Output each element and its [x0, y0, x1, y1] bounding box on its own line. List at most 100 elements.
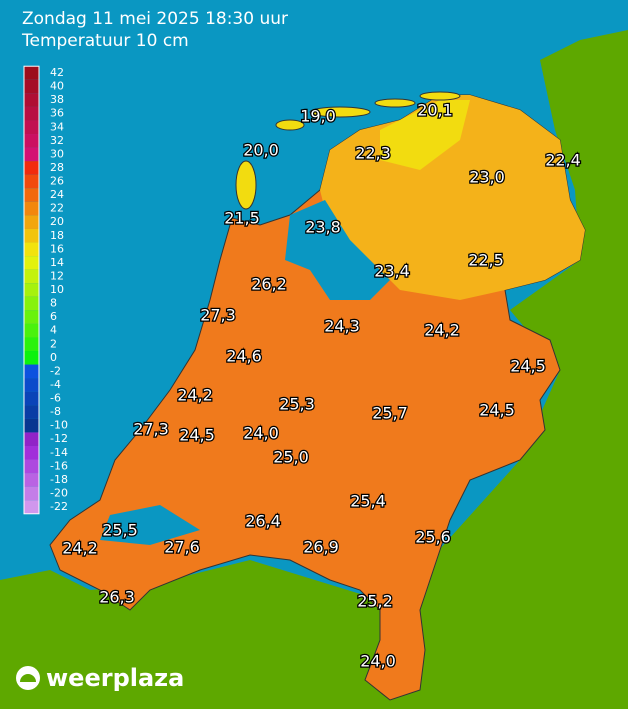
title: Zondag 11 mei 2025 18:30 uur — [22, 9, 288, 29]
legend-swatch — [24, 134, 39, 148]
island — [309, 106, 371, 118]
legend-swatch — [24, 242, 39, 257]
legend-swatch — [24, 215, 39, 229]
legend-label: 8 — [50, 297, 57, 310]
legend-swatch — [24, 473, 39, 487]
legend-swatch — [24, 500, 39, 514]
station-value: 20,0 — [243, 141, 279, 160]
station-value: 26,2 — [251, 275, 287, 294]
station-value: 27,3 — [133, 420, 169, 439]
station-value: 25,7 — [372, 404, 408, 423]
legend-label: 10 — [50, 283, 64, 296]
legend-label: 20 — [50, 215, 64, 228]
island — [275, 119, 305, 131]
station-value: 26,4 — [245, 512, 281, 531]
legend-swatch — [24, 432, 39, 446]
station-value: 22,4 — [545, 151, 581, 170]
legend-label: 18 — [50, 229, 64, 242]
legend-label: -16 — [50, 459, 68, 472]
legend-border — [23, 65, 40, 515]
legend-label: 26 — [50, 175, 64, 188]
station-value: 27,3 — [200, 306, 236, 325]
legend-label: 4 — [50, 324, 57, 337]
legend-swatch — [24, 391, 39, 406]
station-value: 25,4 — [350, 492, 386, 511]
legend-label: -8 — [50, 405, 61, 418]
island — [419, 91, 461, 101]
brand: weerplaza — [46, 664, 184, 692]
legend-swatch — [24, 93, 39, 107]
station-value: 24,2 — [177, 386, 213, 405]
station-value: 24,2 — [62, 539, 98, 558]
subtitle: Temperatuur 10 cm — [21, 31, 189, 51]
legend-label: -2 — [50, 364, 61, 377]
legend-label: 36 — [50, 107, 64, 120]
station-value: 26,3 — [99, 588, 135, 607]
legend-label: -12 — [50, 432, 68, 445]
legend-label: -4 — [50, 378, 61, 391]
legend-swatch — [24, 269, 39, 284]
station-value: 24,5 — [510, 357, 546, 376]
legend-swatch — [24, 79, 39, 94]
legend-swatch — [24, 351, 39, 365]
legend-label: 28 — [50, 161, 64, 174]
legend-label: -20 — [50, 486, 68, 499]
cool-zone — [380, 100, 470, 170]
legend-label: -6 — [50, 392, 61, 405]
island — [235, 160, 257, 210]
station-value: 24,2 — [424, 321, 460, 340]
station-labels: 19,0 20,1 20,0 22,3 22,4 23,0 21,5 23,8 23,4 22,5… — [61, 99, 582, 672]
legend-label: 16 — [50, 242, 64, 255]
legend-swatch — [24, 228, 39, 243]
station-value: 22,3 — [355, 144, 391, 163]
station-value: 26,9 — [303, 538, 339, 557]
legend-swatch — [24, 445, 39, 460]
station-value: 24,0 — [360, 652, 396, 671]
legend-swatch — [24, 283, 39, 297]
station-value: 23,4 — [374, 262, 410, 281]
legend-label: 24 — [50, 188, 64, 201]
legend-swatch — [24, 310, 39, 324]
legend-label: 12 — [50, 269, 64, 282]
legend-swatch — [24, 106, 39, 121]
legend-swatch — [24, 66, 39, 80]
legend-label: -10 — [50, 419, 68, 432]
station-value: 27,6 — [164, 538, 200, 557]
station-value: 24,5 — [479, 401, 515, 420]
legend-swatch — [24, 323, 39, 338]
station-value: 24,3 — [324, 317, 360, 336]
legend-label: 14 — [50, 256, 64, 269]
station-value: 24,6 — [226, 347, 262, 366]
legend-label: -22 — [50, 500, 68, 513]
station-value: 25,0 — [273, 448, 309, 467]
legend-swatch — [24, 188, 39, 202]
legend-swatch — [24, 256, 39, 270]
legend-label: 22 — [50, 202, 64, 215]
legend-label: -14 — [50, 446, 68, 459]
legend-swatch — [24, 405, 39, 419]
legend: 424038363432302826242220181614121086420-… — [23, 65, 68, 515]
legend-label: 34 — [50, 120, 64, 133]
station-value: 23,8 — [305, 218, 341, 237]
legend-swatch — [24, 201, 39, 216]
station-value: 24,5 — [179, 426, 215, 445]
legend-swatch — [24, 174, 39, 189]
legend-label: -18 — [50, 473, 68, 486]
legend-label: 0 — [50, 351, 57, 364]
legend-label: 32 — [50, 134, 64, 147]
land-neighbors — [0, 30, 628, 709]
legend-swatch — [24, 337, 39, 352]
legend-swatch — [24, 147, 39, 162]
station-value: 23,0 — [469, 168, 505, 187]
legend-swatch — [24, 296, 39, 311]
island — [374, 98, 416, 108]
legend-label: 42 — [50, 66, 64, 79]
legend-swatch — [24, 161, 39, 175]
station-value: 22,5 — [468, 251, 504, 270]
station-value: 19,0 — [300, 107, 336, 126]
legend-label: 40 — [50, 80, 64, 93]
station-value: 21,5 — [224, 209, 260, 228]
station-value: 25,2 — [357, 592, 393, 611]
station-value: 20,1 — [417, 101, 453, 120]
